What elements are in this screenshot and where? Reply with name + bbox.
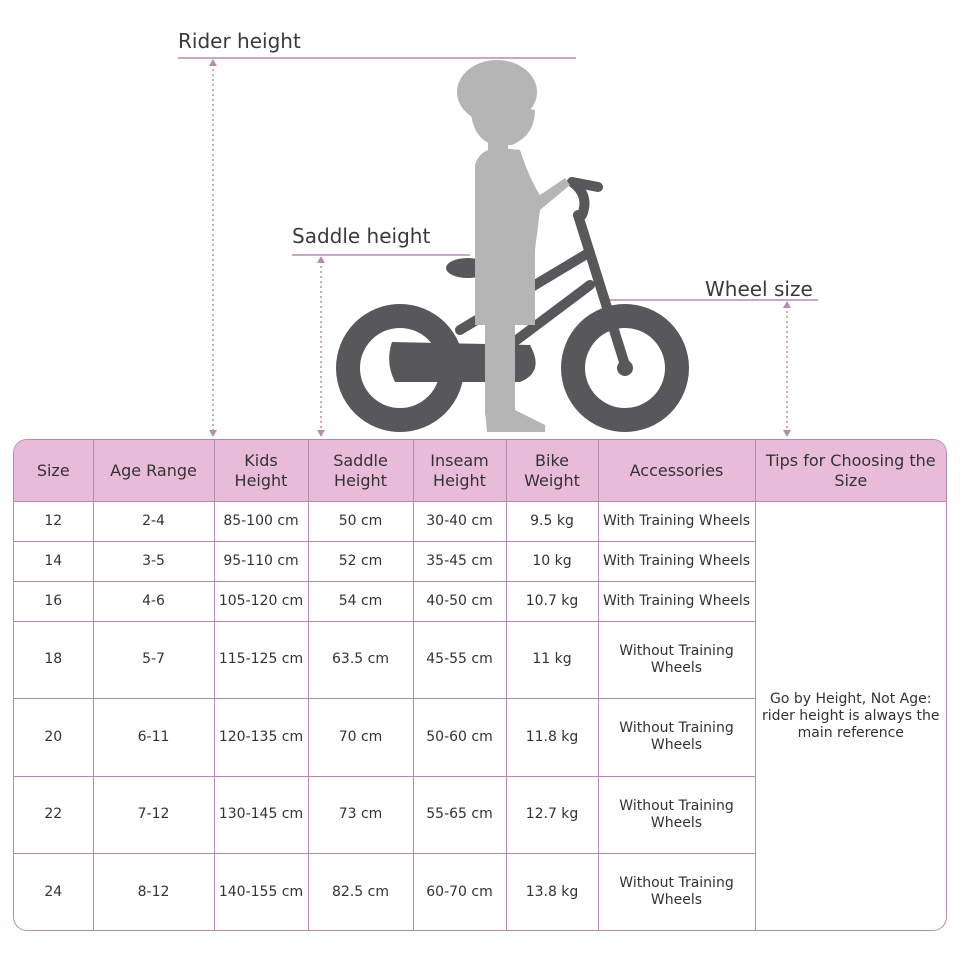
cell-age-range: 5-7 — [93, 620, 215, 699]
header-saddle-height: Saddle Height — [308, 440, 414, 502]
header-bike-weight: Bike Weight — [506, 440, 599, 502]
cell-accessories: With Training Wheels — [598, 540, 756, 582]
table-row: 24 8-12 140-155 cm 82.5 cm 60-70 cm 13.8 kg Wi… — [14, 853, 946, 930]
cell-saddle-height: 70 cm — [308, 698, 414, 777]
cell-size: 20 — [14, 698, 94, 777]
table-row: 18 5-7 115-125 cm 63.5 cm 45-55 cm 11 kg Witho… — [14, 620, 946, 699]
table-header-row: Size Age Range Kids Height Saddle Height… — [14, 440, 946, 502]
cell-age-range: 3-5 — [93, 540, 215, 582]
cell-size: 24 — [14, 853, 94, 930]
size-chart-table: Size Age Range Kids Height Saddle Height… — [13, 439, 947, 931]
table-row: 14 3-5 95-110 cm 52 cm 35-45 cm 10 kg With Tra… — [14, 540, 946, 582]
cell-kids-height: 130-145 cm — [214, 775, 309, 854]
cell-kids-height: 120-135 cm — [214, 698, 309, 777]
cell-accessories: With Training Wheels — [598, 580, 756, 622]
wheel-size-label: Wheel size — [705, 277, 813, 301]
cell-tip: Go by Height, Not Age: rider height is a… — [755, 501, 946, 930]
cell-saddle-height: 82.5 cm — [308, 853, 414, 930]
header-inseam-height: Inseam Height — [413, 440, 507, 502]
cell-age-range: 8-12 — [93, 853, 215, 930]
cell-age-range: 7-12 — [93, 775, 215, 854]
cell-inseam-height: 30-40 cm — [413, 501, 507, 542]
table-row: 16 4-6 105-120 cm 54 cm 40-50 cm 10.7 kg With … — [14, 580, 946, 622]
cell-saddle-height: 52 cm — [308, 540, 414, 582]
header-accessories: Accessories — [598, 440, 756, 502]
cell-accessories: Without Training Wheels — [598, 853, 756, 930]
cell-size: 12 — [14, 501, 94, 542]
cell-bike-weight: 10 kg — [506, 540, 599, 582]
cell-inseam-height: 55-65 cm — [413, 775, 507, 854]
cell-age-range: 4-6 — [93, 580, 215, 622]
cell-size: 18 — [14, 620, 94, 699]
cell-inseam-height: 35-45 cm — [413, 540, 507, 582]
header-kids-height: Kids Height — [214, 440, 309, 502]
cell-size: 14 — [14, 540, 94, 582]
table-row: 12 2-4 85-100 cm 50 cm 30-40 cm 9.5 kg With Tr… — [14, 501, 946, 930]
bike-illustration — [178, 57, 818, 437]
cell-age-range: 6-11 — [93, 698, 215, 777]
cell-saddle-height: 54 cm — [308, 580, 414, 622]
cell-kids-height: 85-100 cm — [214, 501, 309, 542]
cell-saddle-height: 63.5 cm — [308, 620, 414, 699]
cell-kids-height: 95-110 cm — [214, 540, 309, 582]
cell-inseam-height: 40-50 cm — [413, 580, 507, 622]
table-row: 22 7-12 130-145 cm 73 cm 55-65 cm 12.7 kg With… — [14, 775, 946, 854]
cell-bike-weight: 12.7 kg — [506, 775, 599, 854]
header-age-range: Age Range — [93, 440, 215, 502]
cell-age-range: 2-4 — [93, 501, 215, 542]
cell-accessories: Without Training Wheels — [598, 620, 756, 699]
cell-inseam-height: 50-60 cm — [413, 698, 507, 777]
cell-kids-height: 105-120 cm — [214, 580, 309, 622]
cell-kids-height: 115-125 cm — [214, 620, 309, 699]
table-row: 20 6-11 120-135 cm 70 cm 50-60 cm 11.8 kg With… — [14, 698, 946, 777]
header-tips: Tips for Choosing the Size — [755, 440, 946, 502]
cell-saddle-height: 73 cm — [308, 775, 414, 854]
cell-kids-height: 140-155 cm — [214, 853, 309, 930]
cell-inseam-height: 60-70 cm — [413, 853, 507, 930]
rider-height-label: Rider height — [178, 29, 301, 53]
child-silhouette — [457, 60, 570, 432]
header-size: Size — [14, 440, 94, 502]
saddle-height-label: Saddle height — [292, 224, 431, 248]
cell-accessories: Without Training Wheels — [598, 698, 756, 777]
cell-bike-weight: 11.8 kg — [506, 698, 599, 777]
cell-saddle-height: 50 cm — [308, 501, 414, 542]
cell-accessories: Without Training Wheels — [598, 775, 756, 854]
cell-inseam-height: 45-55 cm — [413, 620, 507, 699]
cell-bike-weight: 10.7 kg — [506, 580, 599, 622]
cell-size: 16 — [14, 580, 94, 622]
cell-size: 22 — [14, 775, 94, 854]
cell-bike-weight: 11 kg — [506, 620, 599, 699]
cell-accessories: With Training Wheels — [598, 501, 756, 542]
cell-bike-weight: 9.5 kg — [506, 501, 599, 542]
cell-bike-weight: 13.8 kg — [506, 853, 599, 930]
